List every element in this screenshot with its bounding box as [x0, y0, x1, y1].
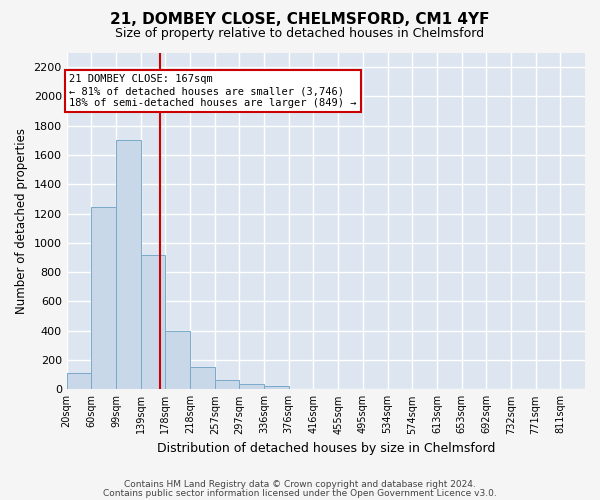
Text: Contains public sector information licensed under the Open Government Licence v3: Contains public sector information licen…: [103, 488, 497, 498]
Bar: [215, 380, 239, 390]
Bar: [239, 384, 264, 390]
Text: Size of property relative to detached houses in Chelmsford: Size of property relative to detached ho…: [115, 28, 485, 40]
Bar: [141, 254, 166, 390]
Text: 21, DOMBEY CLOSE, CHELMSFORD, CM1 4YF: 21, DOMBEY CLOSE, CHELMSFORD, CM1 4YF: [110, 12, 490, 28]
X-axis label: Distribution of detached houses by size in Chelmsford: Distribution of detached houses by size …: [157, 442, 495, 455]
Bar: [190, 368, 215, 390]
Bar: [67, 373, 91, 390]
Y-axis label: Number of detached properties: Number of detached properties: [15, 128, 28, 314]
Text: Contains HM Land Registry data © Crown copyright and database right 2024.: Contains HM Land Registry data © Crown c…: [124, 480, 476, 489]
Bar: [91, 207, 116, 390]
Bar: [264, 386, 289, 390]
Text: 21 DOMBEY CLOSE: 167sqm
← 81% of detached houses are smaller (3,746)
18% of semi: 21 DOMBEY CLOSE: 167sqm ← 81% of detache…: [69, 74, 356, 108]
Bar: [166, 330, 190, 390]
Bar: [116, 140, 141, 390]
